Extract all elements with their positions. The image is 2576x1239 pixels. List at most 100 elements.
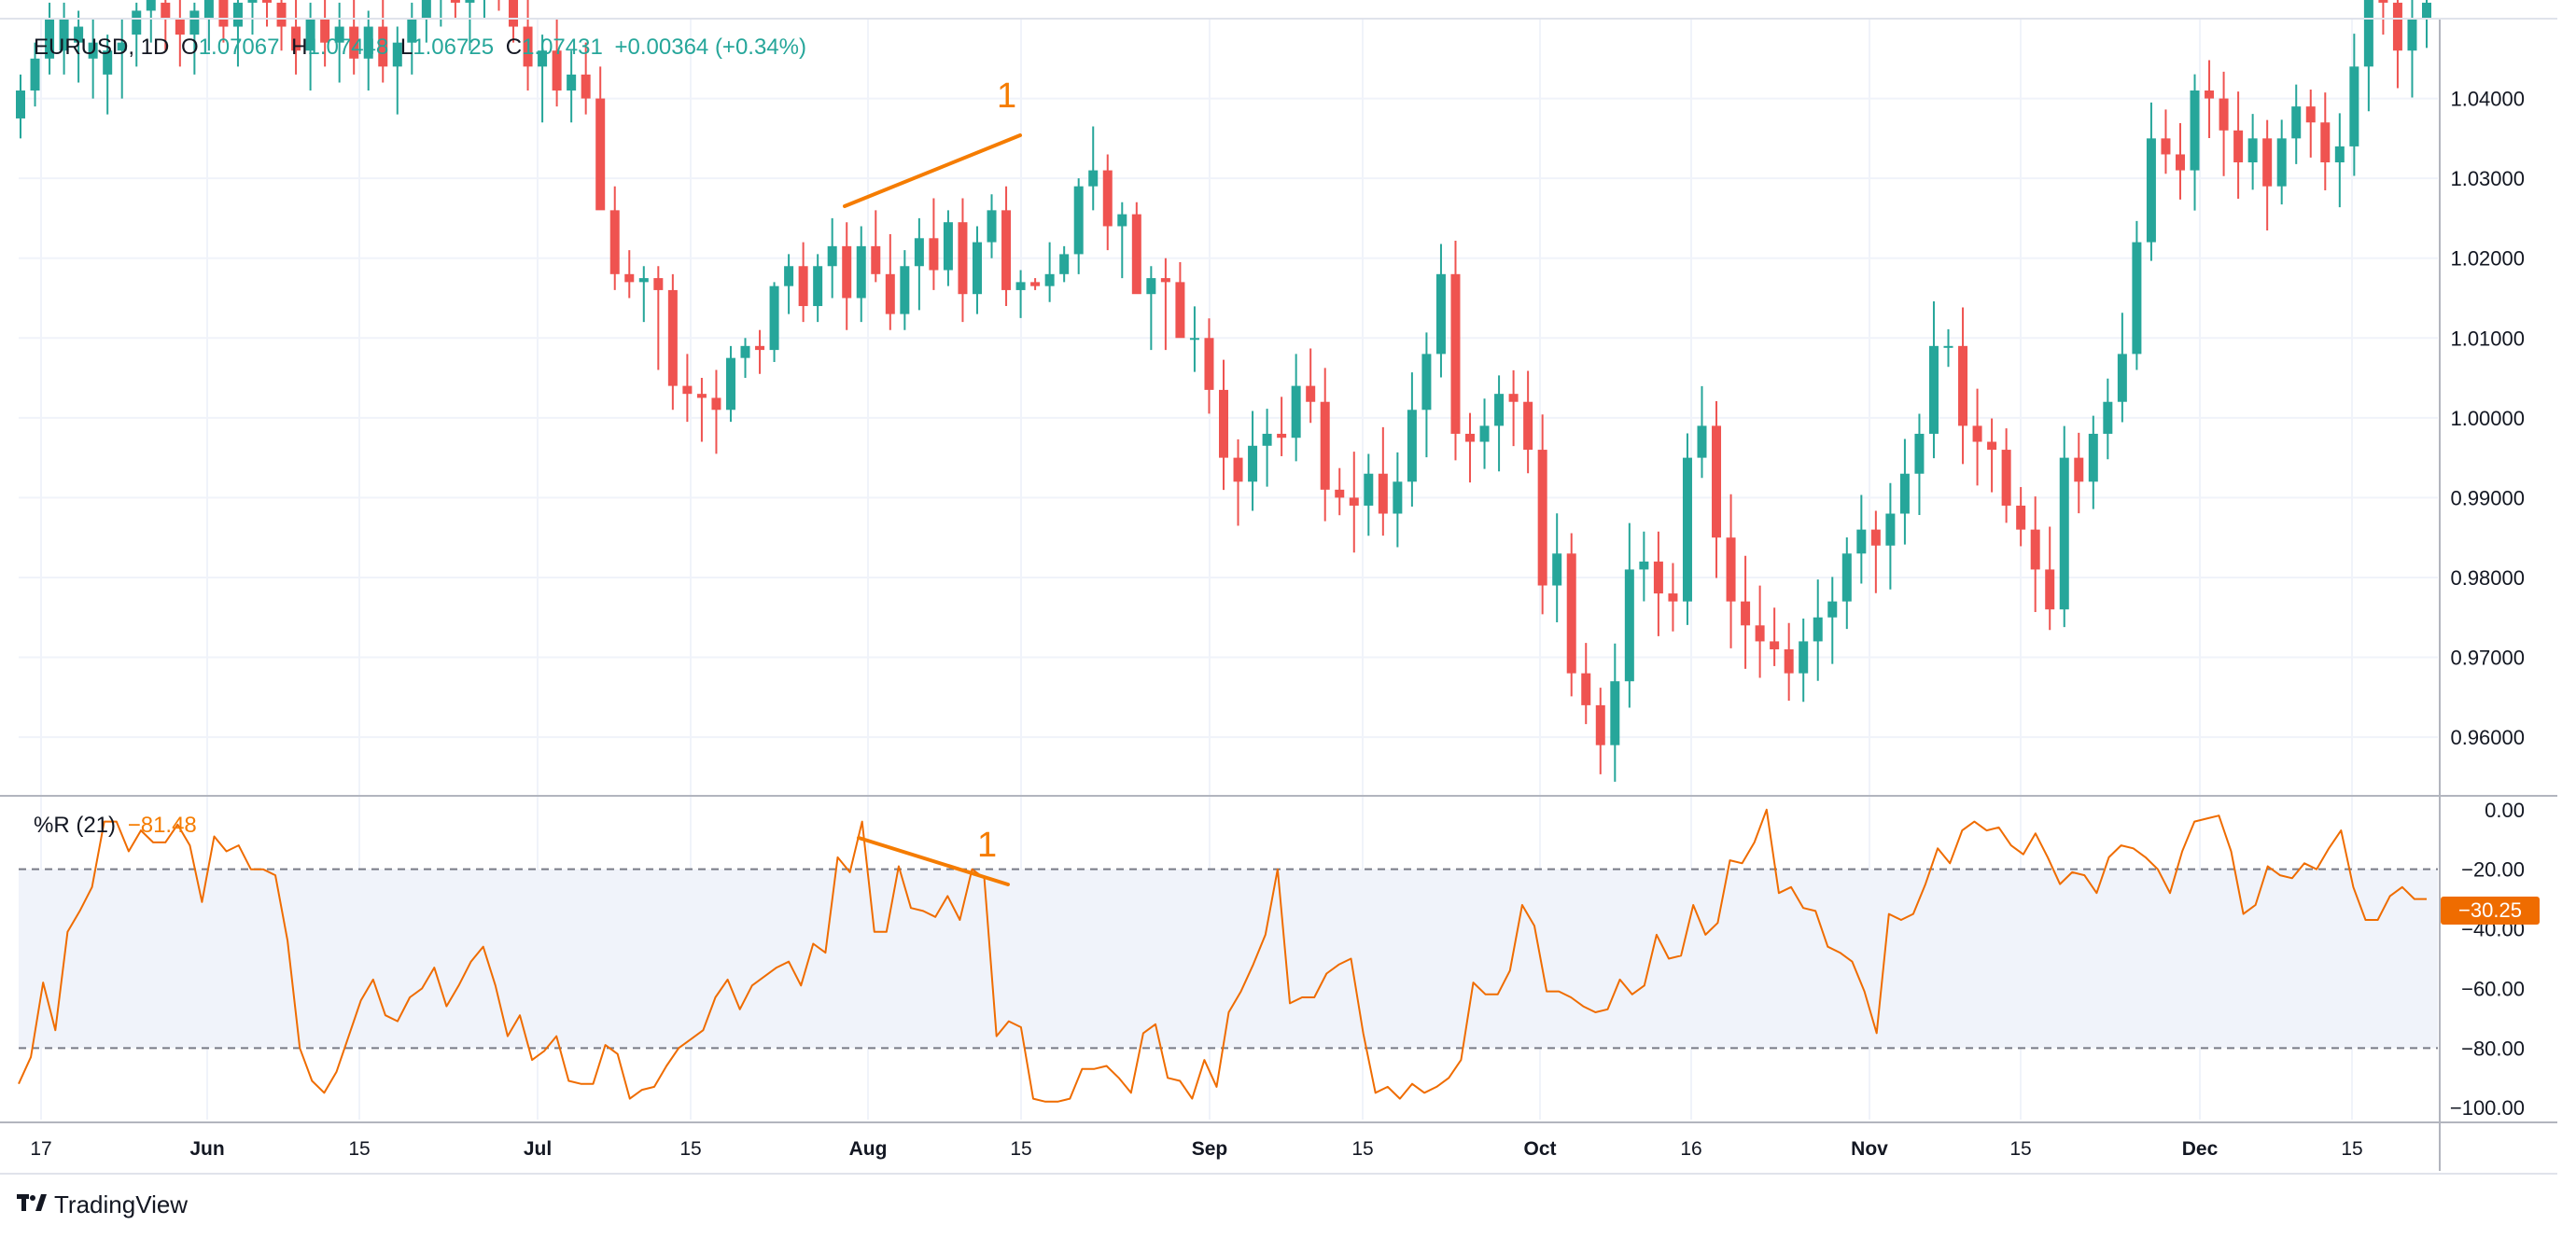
candle bbox=[725, 345, 735, 423]
candle bbox=[378, 0, 388, 83]
candle bbox=[2407, 0, 2417, 98]
price-tick-label: 1.01000 bbox=[2450, 327, 2525, 350]
candle bbox=[1943, 328, 1953, 368]
price-tick-label: 1.03000 bbox=[2450, 167, 2525, 190]
candle bbox=[1117, 202, 1127, 279]
indicator-tick-label: −20.00 bbox=[2461, 858, 2525, 882]
candle bbox=[755, 329, 765, 374]
candle bbox=[900, 250, 910, 330]
candle bbox=[1668, 563, 1678, 632]
candle bbox=[929, 198, 939, 290]
price-tick-label: 1.00000 bbox=[2450, 407, 2525, 430]
candle bbox=[1639, 531, 1649, 602]
candle bbox=[1537, 414, 1547, 615]
candle bbox=[2045, 526, 2055, 631]
candle bbox=[1552, 513, 1562, 622]
candle bbox=[2059, 425, 2069, 628]
candle bbox=[276, 0, 287, 51]
candle bbox=[1827, 577, 1838, 664]
time-tick-label: Oct bbox=[1523, 1138, 1556, 1160]
candle bbox=[117, 19, 127, 99]
candle bbox=[1015, 270, 1026, 318]
candle bbox=[856, 226, 866, 323]
high-label: H bbox=[291, 35, 308, 60]
candle bbox=[842, 222, 852, 330]
candle bbox=[2175, 122, 2185, 200]
candle bbox=[1393, 452, 1403, 548]
candle bbox=[2030, 496, 2040, 612]
price-candles bbox=[16, 0, 2431, 782]
time-tick-label: 17 bbox=[30, 1138, 51, 1160]
candle bbox=[1204, 318, 1214, 414]
candle bbox=[784, 254, 794, 314]
candle bbox=[1146, 266, 1156, 351]
candle bbox=[1566, 533, 1576, 697]
candle bbox=[1465, 412, 1476, 483]
time-tick-label: 15 bbox=[2341, 1138, 2362, 1160]
indicator-legend: %R (21) −81.48 bbox=[34, 813, 203, 839]
candle bbox=[1277, 397, 1287, 456]
candle bbox=[1320, 368, 1330, 522]
indicator-tick-label: −60.00 bbox=[2461, 977, 2525, 1000]
candle bbox=[1682, 433, 1692, 625]
candle bbox=[2291, 84, 2302, 164]
candle bbox=[2363, 0, 2373, 112]
candle bbox=[363, 10, 373, 91]
candle bbox=[2205, 60, 2215, 138]
indicator-tick-label: −80.00 bbox=[2461, 1037, 2525, 1060]
candle bbox=[523, 0, 533, 91]
candle bbox=[1364, 453, 1374, 536]
candle bbox=[1741, 555, 1751, 669]
candle bbox=[711, 369, 721, 454]
candle bbox=[667, 273, 678, 411]
tradingview-branding[interactable]: TradingView bbox=[17, 1190, 188, 1219]
candle bbox=[914, 217, 924, 311]
time-axis[interactable]: 17 Jun 15 Jul 15 Aug 15 Sep 15 Oct 16 Nov 15 Dec 15 bbox=[30, 1138, 2362, 1160]
indicator-tick-label: 0.00 bbox=[2485, 799, 2525, 822]
candle bbox=[682, 354, 693, 423]
candle bbox=[132, 2, 142, 67]
williams-r-polyline bbox=[18, 808, 2427, 1103]
candle bbox=[1494, 375, 1505, 472]
candle bbox=[1856, 494, 1867, 584]
candle bbox=[2132, 220, 2142, 370]
candle bbox=[103, 35, 113, 115]
candle bbox=[813, 254, 823, 323]
price-tick-label: 1.04000 bbox=[2450, 88, 2525, 111]
candle bbox=[552, 19, 562, 107]
price-axis[interactable]: 1.04000 1.03000 1.02000 1.01000 1.00000 0.990… bbox=[2450, 88, 2525, 750]
candle bbox=[465, 0, 475, 51]
candle bbox=[1841, 536, 1852, 630]
close-value: 1.07431 bbox=[522, 35, 603, 60]
indicator-name[interactable]: %R (21) bbox=[34, 813, 117, 838]
candle bbox=[2276, 119, 2287, 205]
williams-r-band bbox=[19, 869, 2438, 1049]
time-tick-label: Nov bbox=[1851, 1138, 1888, 1160]
candle bbox=[1131, 202, 1141, 295]
candle bbox=[1508, 369, 1519, 447]
candle bbox=[1160, 258, 1170, 351]
time-tick-label: 15 bbox=[1351, 1138, 1373, 1160]
candle bbox=[972, 226, 982, 314]
candle bbox=[2146, 102, 2156, 261]
axes bbox=[0, 18, 2557, 1175]
candle bbox=[1726, 494, 1736, 648]
candle bbox=[1870, 510, 1881, 593]
candle bbox=[1972, 388, 1982, 486]
time-tick-label: 15 bbox=[679, 1138, 701, 1160]
candle bbox=[2016, 487, 2026, 547]
candle bbox=[262, 0, 273, 27]
candle bbox=[450, 0, 460, 19]
candle bbox=[1712, 401, 1722, 578]
candle bbox=[1799, 618, 1809, 703]
indicator-axis[interactable]: 0.00−20.00−40.00−60.00−80.00−100.00 bbox=[2450, 799, 2525, 1120]
low-label: L bbox=[399, 35, 413, 60]
candle bbox=[16, 74, 25, 139]
candle bbox=[161, 0, 171, 51]
candle bbox=[1001, 186, 1012, 307]
candle bbox=[1697, 385, 1707, 479]
candle bbox=[88, 19, 98, 99]
symbol-label[interactable]: EURUSD, 1D bbox=[34, 35, 170, 60]
candle bbox=[1030, 278, 1041, 290]
